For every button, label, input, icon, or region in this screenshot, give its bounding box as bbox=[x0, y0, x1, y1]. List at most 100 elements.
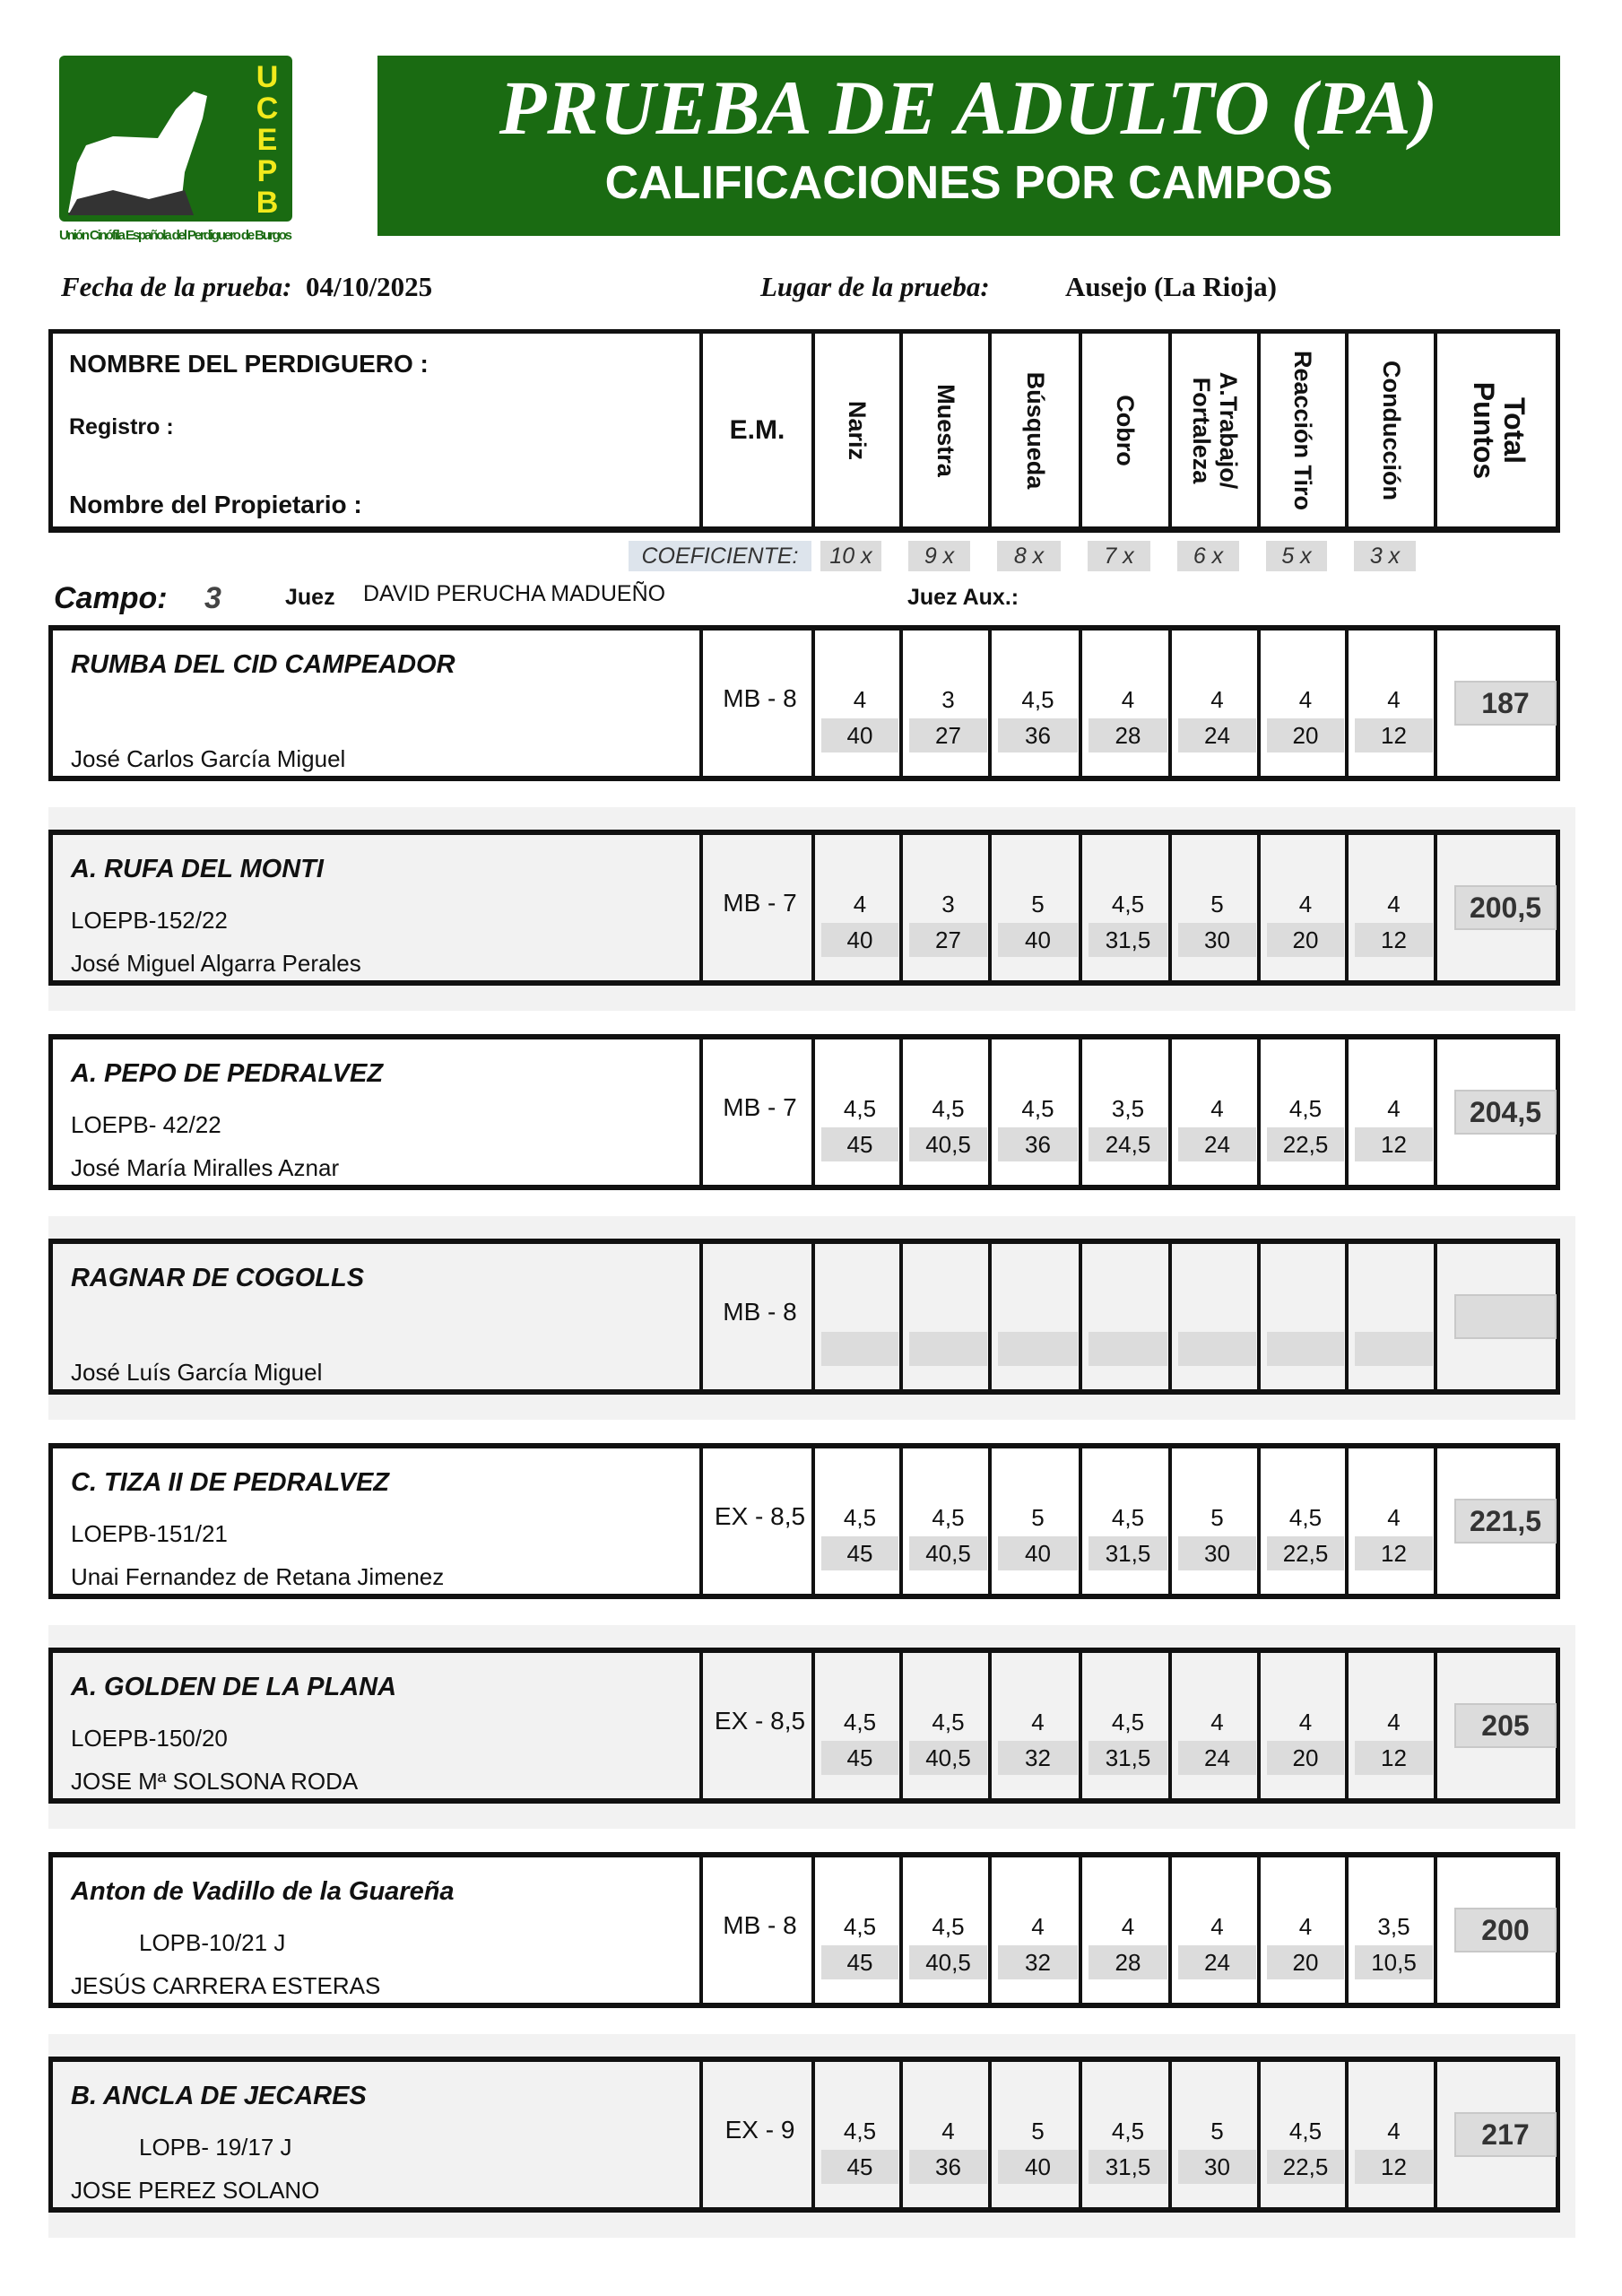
score-value: 3,5 bbox=[1111, 1095, 1145, 1122]
points-value: 24 bbox=[1178, 1741, 1256, 1775]
row-col-divider bbox=[699, 631, 703, 776]
row-col-divider bbox=[1079, 1039, 1082, 1185]
row-col-divider bbox=[1168, 631, 1172, 776]
score-value: 4,5 bbox=[1288, 1095, 1323, 1122]
registro-value: LOEPB-151/21 bbox=[71, 1520, 228, 1547]
row-col-divider bbox=[1168, 835, 1172, 980]
propietario-header: Nombre del Propietario : bbox=[69, 491, 362, 518]
points-value: 27 bbox=[909, 718, 987, 752]
row-col-divider bbox=[811, 1653, 815, 1798]
score-value: 4 bbox=[1387, 891, 1401, 918]
header-5: Reacción Tiro bbox=[1289, 350, 1316, 510]
score-value: 4 bbox=[1387, 1504, 1401, 1531]
score-value: 4 bbox=[1387, 1709, 1401, 1735]
row-col-divider bbox=[811, 1244, 815, 1389]
header-col: E.M. bbox=[699, 334, 811, 526]
svg-text:U: U bbox=[256, 60, 279, 94]
row-col-divider bbox=[1257, 631, 1261, 776]
row-col-divider bbox=[899, 1653, 903, 1798]
points-value: 20 bbox=[1267, 1741, 1344, 1775]
juez-value: DAVID PERUCHA MADUEÑO bbox=[363, 581, 666, 606]
points-value: 22,5 bbox=[1267, 1536, 1344, 1570]
registro-value: LOPB- 19/17 J bbox=[139, 2134, 292, 2161]
score-value: 5 bbox=[1031, 891, 1045, 918]
points-value: 24 bbox=[1178, 718, 1256, 752]
score-value: 4,5 bbox=[1111, 891, 1145, 918]
header-4: A.Trabajo/ Fortaleza bbox=[1187, 371, 1242, 489]
lugar-label: Lugar de la prueba: bbox=[760, 271, 990, 303]
row-col-divider bbox=[1079, 631, 1082, 776]
row-col-divider bbox=[1345, 631, 1349, 776]
row-col-divider bbox=[899, 1244, 903, 1389]
row-col-divider bbox=[1168, 1039, 1172, 1185]
coeficiente-value: 6 x bbox=[1177, 541, 1239, 571]
score-value: 5 bbox=[1210, 2118, 1224, 2144]
score-value: 4,5 bbox=[932, 1913, 965, 1940]
points-value: 45 bbox=[821, 2150, 898, 2184]
header-6: Conducción bbox=[1377, 360, 1405, 500]
row-col-divider bbox=[988, 1448, 992, 1594]
fecha-label: Fecha de la prueba: bbox=[61, 271, 292, 302]
points-value: 20 bbox=[1267, 718, 1344, 752]
dog-name: B. ANCLA DE JECARES bbox=[71, 2082, 367, 2110]
score-value: 4,5 bbox=[1021, 686, 1054, 713]
row-col-divider bbox=[699, 835, 703, 980]
points-value: 12 bbox=[1355, 923, 1433, 957]
dog-name: RAGNAR DE COGOLLS bbox=[71, 1264, 365, 1292]
row-col-divider bbox=[1257, 1039, 1261, 1185]
row-col-divider bbox=[1345, 2062, 1349, 2207]
points-value: 45 bbox=[821, 1945, 898, 1979]
total-value: 200 bbox=[1454, 1908, 1557, 1952]
score-value: 4 bbox=[1298, 1709, 1313, 1735]
points-value: 12 bbox=[1355, 1127, 1433, 1161]
row-col-divider bbox=[1168, 2062, 1172, 2207]
row-col-divider bbox=[1079, 1857, 1082, 2003]
coeficiente-value: 5 x bbox=[1266, 541, 1327, 571]
score-value: 3 bbox=[941, 891, 955, 918]
table-row: A. RUFA DEL MONTI LOEPB-152/22 José Miguel… bbox=[48, 830, 1560, 986]
row-col-divider bbox=[811, 631, 815, 776]
score-value: 4 bbox=[941, 2118, 955, 2144]
score-value: 4,5 bbox=[1021, 1095, 1054, 1122]
points-value: 40 bbox=[998, 1536, 1078, 1570]
points-value: 36 bbox=[909, 2150, 987, 2184]
row-col-divider bbox=[811, 2062, 815, 2207]
table-row: B. ANCLA DE JECARES LOPB- 19/17 J JOSE PER… bbox=[48, 2057, 1560, 2213]
points-value: 31,5 bbox=[1089, 923, 1167, 957]
ucepb-logo: U C E P B Unión Cinófila Española del Pe… bbox=[59, 56, 292, 244]
lugar-label-text: Lugar de la prueba: bbox=[760, 271, 990, 302]
row-col-divider bbox=[1345, 1244, 1349, 1389]
score-value: 4,5 bbox=[843, 1504, 877, 1531]
score-value: 4 bbox=[853, 686, 867, 713]
points-value: 10,5 bbox=[1355, 1945, 1433, 1979]
row-col-divider bbox=[699, 1039, 703, 1185]
score-value: 4,5 bbox=[1288, 2118, 1323, 2144]
registro-value: LOEPB- 42/22 bbox=[71, 1111, 221, 1138]
table-header: NOMBRE DEL PERDIGUERO : Registro : Nombr… bbox=[48, 329, 1560, 533]
total-value: 205 bbox=[1454, 1703, 1557, 1748]
dog-name: RUMBA DEL CID CAMPEADOR bbox=[71, 650, 455, 679]
points-value: 24,5 bbox=[1089, 1127, 1167, 1161]
points-value: 40 bbox=[821, 923, 898, 957]
points-value: 45 bbox=[821, 1536, 898, 1570]
row-col-divider bbox=[988, 1244, 992, 1389]
header-2: Búsqueda bbox=[1021, 371, 1049, 489]
row-col-divider bbox=[988, 631, 992, 776]
score-value: 4 bbox=[1210, 686, 1224, 713]
points-value bbox=[998, 1332, 1078, 1366]
row-col-divider bbox=[811, 1857, 815, 2003]
header-col: Conducción bbox=[1345, 334, 1434, 526]
score-value: 4 bbox=[1298, 1913, 1313, 1940]
score-value: 5 bbox=[1031, 2118, 1045, 2144]
row-col-divider bbox=[1434, 631, 1437, 776]
points-value: 12 bbox=[1355, 2150, 1433, 2184]
score-value: 4,5 bbox=[1111, 2118, 1145, 2144]
em-value: MB - 7 bbox=[723, 1093, 797, 1121]
row-col-divider bbox=[988, 1857, 992, 2003]
row-col-divider bbox=[1079, 1244, 1082, 1389]
points-value: 32 bbox=[998, 1741, 1078, 1775]
score-value: 3 bbox=[941, 686, 955, 713]
points-value: 20 bbox=[1267, 1945, 1344, 1979]
fecha-value: 04/10/2025 bbox=[305, 271, 433, 302]
dog-name: Anton de Vadillo de la Guareña bbox=[71, 1877, 455, 1906]
